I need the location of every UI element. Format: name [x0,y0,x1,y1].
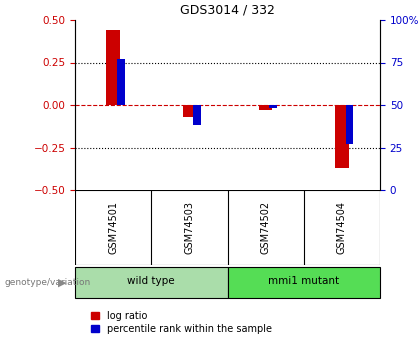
Text: wild type: wild type [127,276,175,286]
FancyBboxPatch shape [228,267,380,298]
Bar [193,105,201,125]
Text: genotype/variation: genotype/variation [4,278,90,287]
Text: mmi1 mutant: mmi1 mutant [268,276,339,286]
FancyBboxPatch shape [75,267,228,298]
Bar [346,105,353,144]
Text: GSM74501: GSM74501 [108,201,118,254]
Bar [335,105,349,168]
Bar [270,105,277,108]
Bar [183,105,196,117]
Text: ▶: ▶ [58,277,67,287]
Bar [117,59,125,105]
Title: GDS3014 / 332: GDS3014 / 332 [180,3,275,16]
Text: GSM74504: GSM74504 [337,201,347,254]
Bar [106,30,120,105]
Text: GSM74502: GSM74502 [261,201,270,254]
Legend: log ratio, percentile rank within the sample: log ratio, percentile rank within the sa… [88,308,275,337]
Bar [259,105,273,110]
Text: GSM74503: GSM74503 [184,201,194,254]
